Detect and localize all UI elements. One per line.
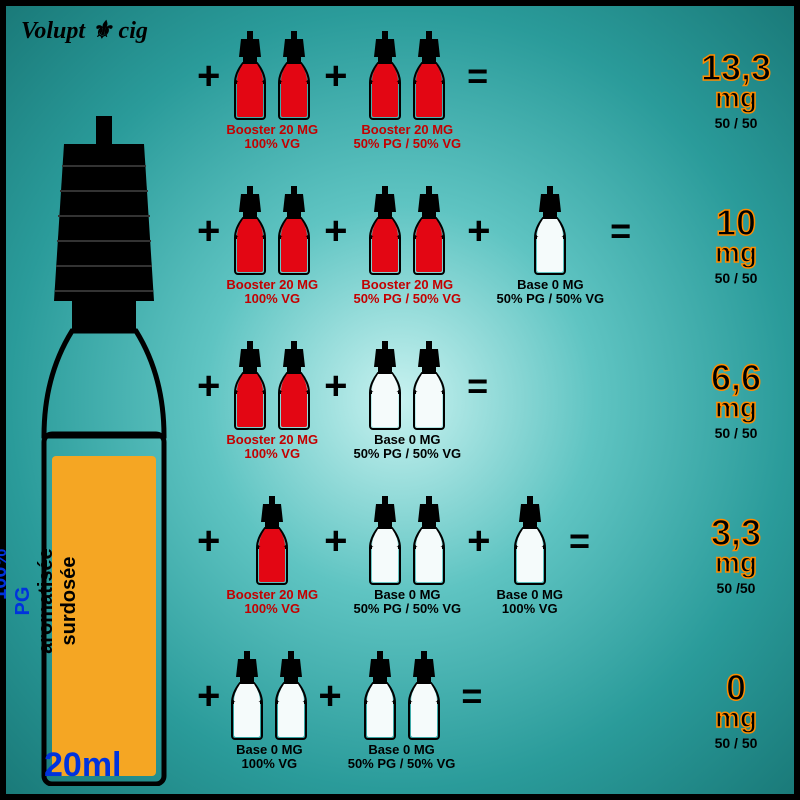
bottle-group: Booster 20 MG100% VG [226, 186, 318, 307]
bottle-group: Booster 20 MG50% PG / 50% VG [353, 186, 461, 307]
plus-icon: + [318, 364, 353, 409]
plus-icon: + [461, 519, 496, 564]
plus-icon: + [318, 519, 353, 564]
booster-bottle-icon [251, 496, 293, 586]
base-bottle-icon [408, 341, 450, 431]
booster-bottle-icon [364, 31, 406, 121]
group-label: Base 0 MG50% PG / 50% VG [497, 278, 605, 307]
group-label: Base 0 MG50% PG / 50% VG [353, 588, 461, 617]
result: 13,3mg50 / 50 [681, 51, 791, 132]
bottle-group: Base 0 MG50% PG / 50% VG [497, 186, 605, 307]
base-bottle-icon [403, 651, 445, 741]
infographic-canvas: Volupt ⚜ cig Base 100 [0, 0, 800, 800]
base-bottle-volume: 20ml [44, 746, 122, 785]
plus-icon: + [191, 364, 226, 409]
group-label: Booster 20 MG100% VG [226, 588, 318, 617]
base-bottle-label: Base 100% PG aromatisée surdosée [0, 541, 219, 661]
mixing-row: + Booster 20 MG100% VG+ Booster 20 MG50%… [191, 171, 791, 321]
group-label: Booster 20 MG100% VG [226, 123, 318, 152]
group-label: Base 0 MG100% VG [497, 588, 563, 617]
mixing-row: + Booster 20 MG100% VG+ Booster 20 MG50%… [191, 16, 791, 166]
group-label: Booster 20 MG50% PG / 50% VG [353, 278, 461, 307]
equals-icon: = [455, 675, 488, 717]
result: 6,6mg50 / 50 [681, 361, 791, 442]
plus-icon: + [191, 209, 226, 254]
bottle-group: Booster 20 MG100% VG [226, 31, 318, 152]
mixing-rows: + Booster 20 MG100% VG+ Booster 20 MG50%… [191, 16, 791, 786]
bottle-group: Base 0 MG50% PG / 50% VG [353, 341, 461, 462]
bottle-group: Base 0 MG50% PG / 50% VG [348, 651, 456, 772]
base-bottle-icon [364, 341, 406, 431]
booster-bottle-icon [408, 186, 450, 276]
bottle-group: Booster 20 MG100% VG [226, 496, 318, 617]
equals-icon: = [604, 210, 637, 252]
plus-icon: + [191, 54, 226, 99]
group-label: Base 0 MG50% PG / 50% VG [353, 433, 461, 462]
mixing-row: + Booster 20 MG100% VG+ Base 0 MG50% PG … [191, 326, 791, 476]
equals-icon: = [461, 55, 494, 97]
booster-bottle-icon [229, 341, 271, 431]
result: 10mg50 / 50 [681, 206, 791, 287]
result: 0mg50 / 50 [681, 671, 791, 752]
base-bottle-icon [270, 651, 312, 741]
plus-icon: + [318, 209, 353, 254]
plus-icon: + [191, 674, 226, 719]
booster-bottle-icon [408, 31, 450, 121]
booster-bottle-icon [364, 186, 406, 276]
mixing-row: + Booster 20 MG100% VG+ Base 0 MG50% PG … [191, 481, 791, 631]
bottle-group: Booster 20 MG100% VG [226, 341, 318, 462]
group-label: Booster 20 MG100% VG [226, 278, 318, 307]
booster-bottle-icon [273, 186, 315, 276]
base-bottle-icon [529, 186, 571, 276]
equals-icon: = [563, 520, 596, 562]
plus-icon: + [318, 54, 353, 99]
base-bottle-icon [359, 651, 401, 741]
base-bottle [24, 116, 184, 786]
base-bottle-icon [509, 496, 551, 586]
booster-bottle-icon [273, 341, 315, 431]
booster-bottle-icon [229, 31, 271, 121]
base-bottle-icon [408, 496, 450, 586]
plus-icon: + [191, 519, 226, 564]
booster-bottle-icon [273, 31, 315, 121]
group-label: Booster 20 MG50% PG / 50% VG [353, 123, 461, 152]
group-label: Booster 20 MG100% VG [226, 433, 318, 462]
bottle-group: Base 0 MG50% PG / 50% VG [353, 496, 461, 617]
base-bottle-icon [364, 496, 406, 586]
equals-icon: = [461, 365, 494, 407]
bottle-group: Booster 20 MG50% PG / 50% VG [353, 31, 461, 152]
booster-bottle-icon [229, 186, 271, 276]
base-bottle-icon [226, 651, 268, 741]
bottle-group: Base 0 MG100% VG [226, 651, 312, 772]
result: 3,3mg50 /50 [681, 516, 791, 597]
plus-icon: + [312, 674, 347, 719]
brand-logo: Volupt ⚜ cig [21, 16, 148, 45]
group-label: Base 0 MG50% PG / 50% VG [348, 743, 456, 772]
bottle-group: Base 0 MG100% VG [497, 496, 563, 617]
group-label: Base 0 MG100% VG [236, 743, 302, 772]
mixing-row: + Base 0 MG100% VG + Base 0 MG50% PG / 50… [191, 636, 791, 786]
plus-icon: + [461, 209, 496, 254]
